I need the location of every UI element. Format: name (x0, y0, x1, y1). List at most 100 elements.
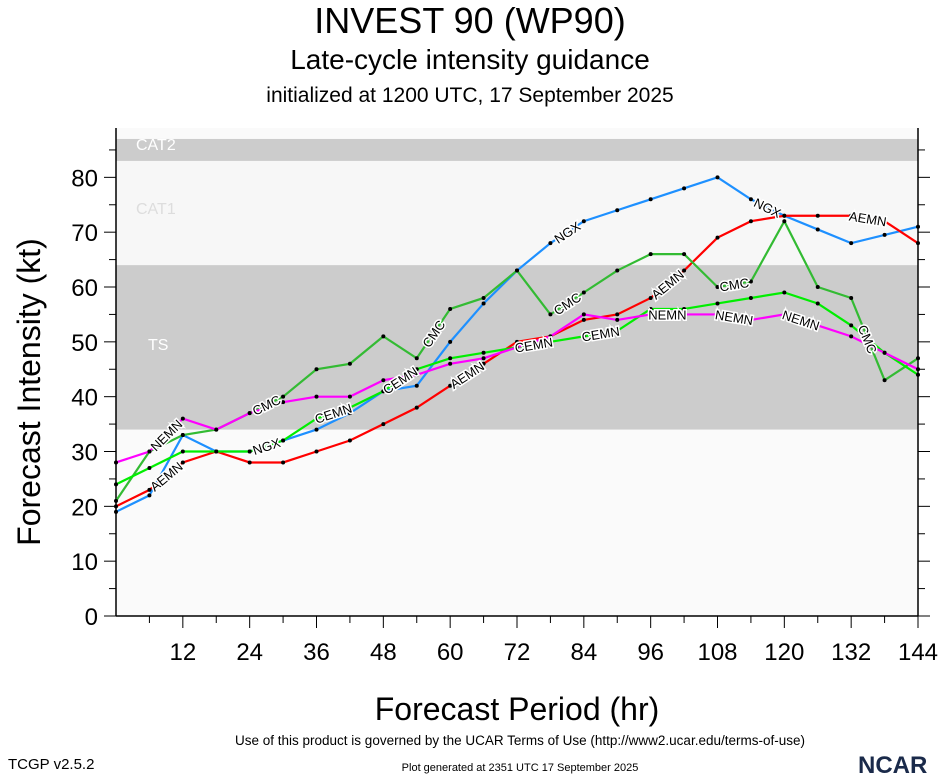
data-point-cemn (615, 328, 620, 333)
data-point-cmc (381, 334, 386, 339)
data-point-aemn (281, 460, 286, 465)
data-point-cemn (281, 438, 286, 443)
data-point-cmc (782, 219, 787, 224)
data-point-nemn (515, 345, 519, 350)
band-cat2 (116, 138, 918, 161)
data-point-ngx (715, 175, 720, 180)
y-axis-label: Forecast Intensity (kt) (11, 238, 47, 546)
y-tick-label: 20 (71, 494, 98, 521)
data-point-nemn (347, 394, 352, 399)
data-point-cmc (615, 268, 620, 273)
y-tick-label: 70 (71, 220, 98, 247)
data-point-ngx (615, 208, 620, 213)
band-label-cat2: CAT2 (136, 137, 176, 154)
x-tick-label: 132 (831, 639, 871, 666)
data-point-nemn (748, 317, 753, 322)
data-point-nemn (882, 350, 887, 355)
series-label-nemn: NEMN (648, 307, 686, 322)
data-point-nemn (114, 460, 118, 465)
data-point-nemn (782, 312, 787, 317)
data-point-ngx (581, 219, 586, 224)
chart-title: INVEST 90 (WP90) (314, 0, 626, 41)
data-point-nemn (180, 416, 185, 421)
band-label-cat1: CAT1 (136, 201, 176, 218)
data-point-cmc (916, 356, 920, 361)
band-label-ts: TS (148, 337, 168, 354)
data-point-aemn (882, 219, 887, 224)
y-tick-label: 0 (85, 604, 98, 631)
data-point-nemn (916, 367, 920, 372)
data-point-cemn (314, 416, 319, 421)
x-tick-label: 120 (764, 639, 804, 666)
x-tick-label: 72 (504, 639, 531, 666)
data-point-nemn (715, 312, 720, 317)
series-label-nemn: NEMN (714, 307, 754, 328)
data-point-ngx (114, 509, 118, 514)
data-point-aemn (314, 449, 319, 454)
data-point-nemn (815, 323, 820, 328)
data-point-cemn (548, 339, 553, 344)
data-point-cmc (281, 394, 286, 399)
data-point-cmc (748, 279, 753, 284)
data-point-cmc (414, 356, 419, 361)
terms-of-use: Use of this product is governed by the U… (235, 733, 805, 748)
data-point-aemn (682, 268, 687, 273)
data-point-cemn (381, 389, 386, 394)
init-time: initialized at 1200 UTC, 17 September 20… (266, 84, 674, 107)
data-point-ngx (147, 493, 152, 498)
data-point-nemn (147, 449, 152, 454)
data-point-cmc (882, 378, 887, 383)
data-point-nemn (281, 400, 286, 405)
data-point-aemn (147, 487, 152, 492)
data-point-cemn (748, 295, 753, 300)
data-point-cmc (180, 433, 185, 438)
data-point-cemn (815, 301, 820, 306)
data-point-cemn (448, 356, 453, 361)
data-point-aemn (180, 460, 185, 465)
data-point-cemn (715, 301, 720, 306)
data-point-aemn (715, 235, 720, 240)
data-point-cmc (114, 498, 118, 503)
data-point-ngx (648, 197, 653, 202)
data-point-cemn (682, 306, 687, 311)
data-point-cemn (180, 449, 185, 454)
data-point-cemn (114, 482, 118, 487)
y-tick-label: 30 (71, 440, 98, 467)
version-label: TCGP v2.5.2 (8, 756, 95, 773)
data-point-ngx (347, 411, 352, 416)
data-point-cmc (481, 295, 486, 300)
data-point-ngx (882, 232, 887, 237)
data-point-cemn (414, 367, 419, 372)
data-point-cmc (347, 361, 352, 366)
data-point-nemn (648, 312, 653, 317)
generated-time: Plot generated at 2351 UTC 17 September … (401, 762, 639, 774)
data-point-nemn (314, 394, 319, 399)
data-point-aemn (782, 213, 787, 218)
x-tick-label: 144 (898, 639, 938, 666)
data-point-nemn (214, 427, 219, 432)
data-point-ngx (414, 383, 419, 388)
chart-subtitle: Late-cycle intensity guidance (290, 44, 650, 75)
data-point-cmc (548, 312, 553, 317)
data-point-nemn (581, 312, 586, 317)
data-point-cemn (648, 306, 653, 311)
x-tick-label: 24 (236, 639, 263, 666)
x-tick-label: 96 (637, 639, 664, 666)
x-tick-label: 48 (370, 639, 397, 666)
data-point-cmc (581, 290, 586, 295)
data-point-aemn (247, 460, 252, 465)
data-point-cmc (515, 268, 519, 273)
data-point-aemn (849, 213, 854, 218)
data-point-cemn (782, 290, 787, 295)
data-point-ngx (849, 241, 854, 246)
data-point-cemn (147, 465, 152, 470)
data-point-cemn (347, 405, 352, 410)
data-point-cmc (849, 295, 854, 300)
data-point-nemn (615, 317, 620, 322)
data-point-aemn (916, 241, 920, 246)
data-point-aemn (815, 213, 820, 218)
y-tick-label: 10 (71, 549, 98, 576)
series-label-cmc: CMC (718, 275, 750, 295)
data-point-cemn (214, 449, 219, 454)
